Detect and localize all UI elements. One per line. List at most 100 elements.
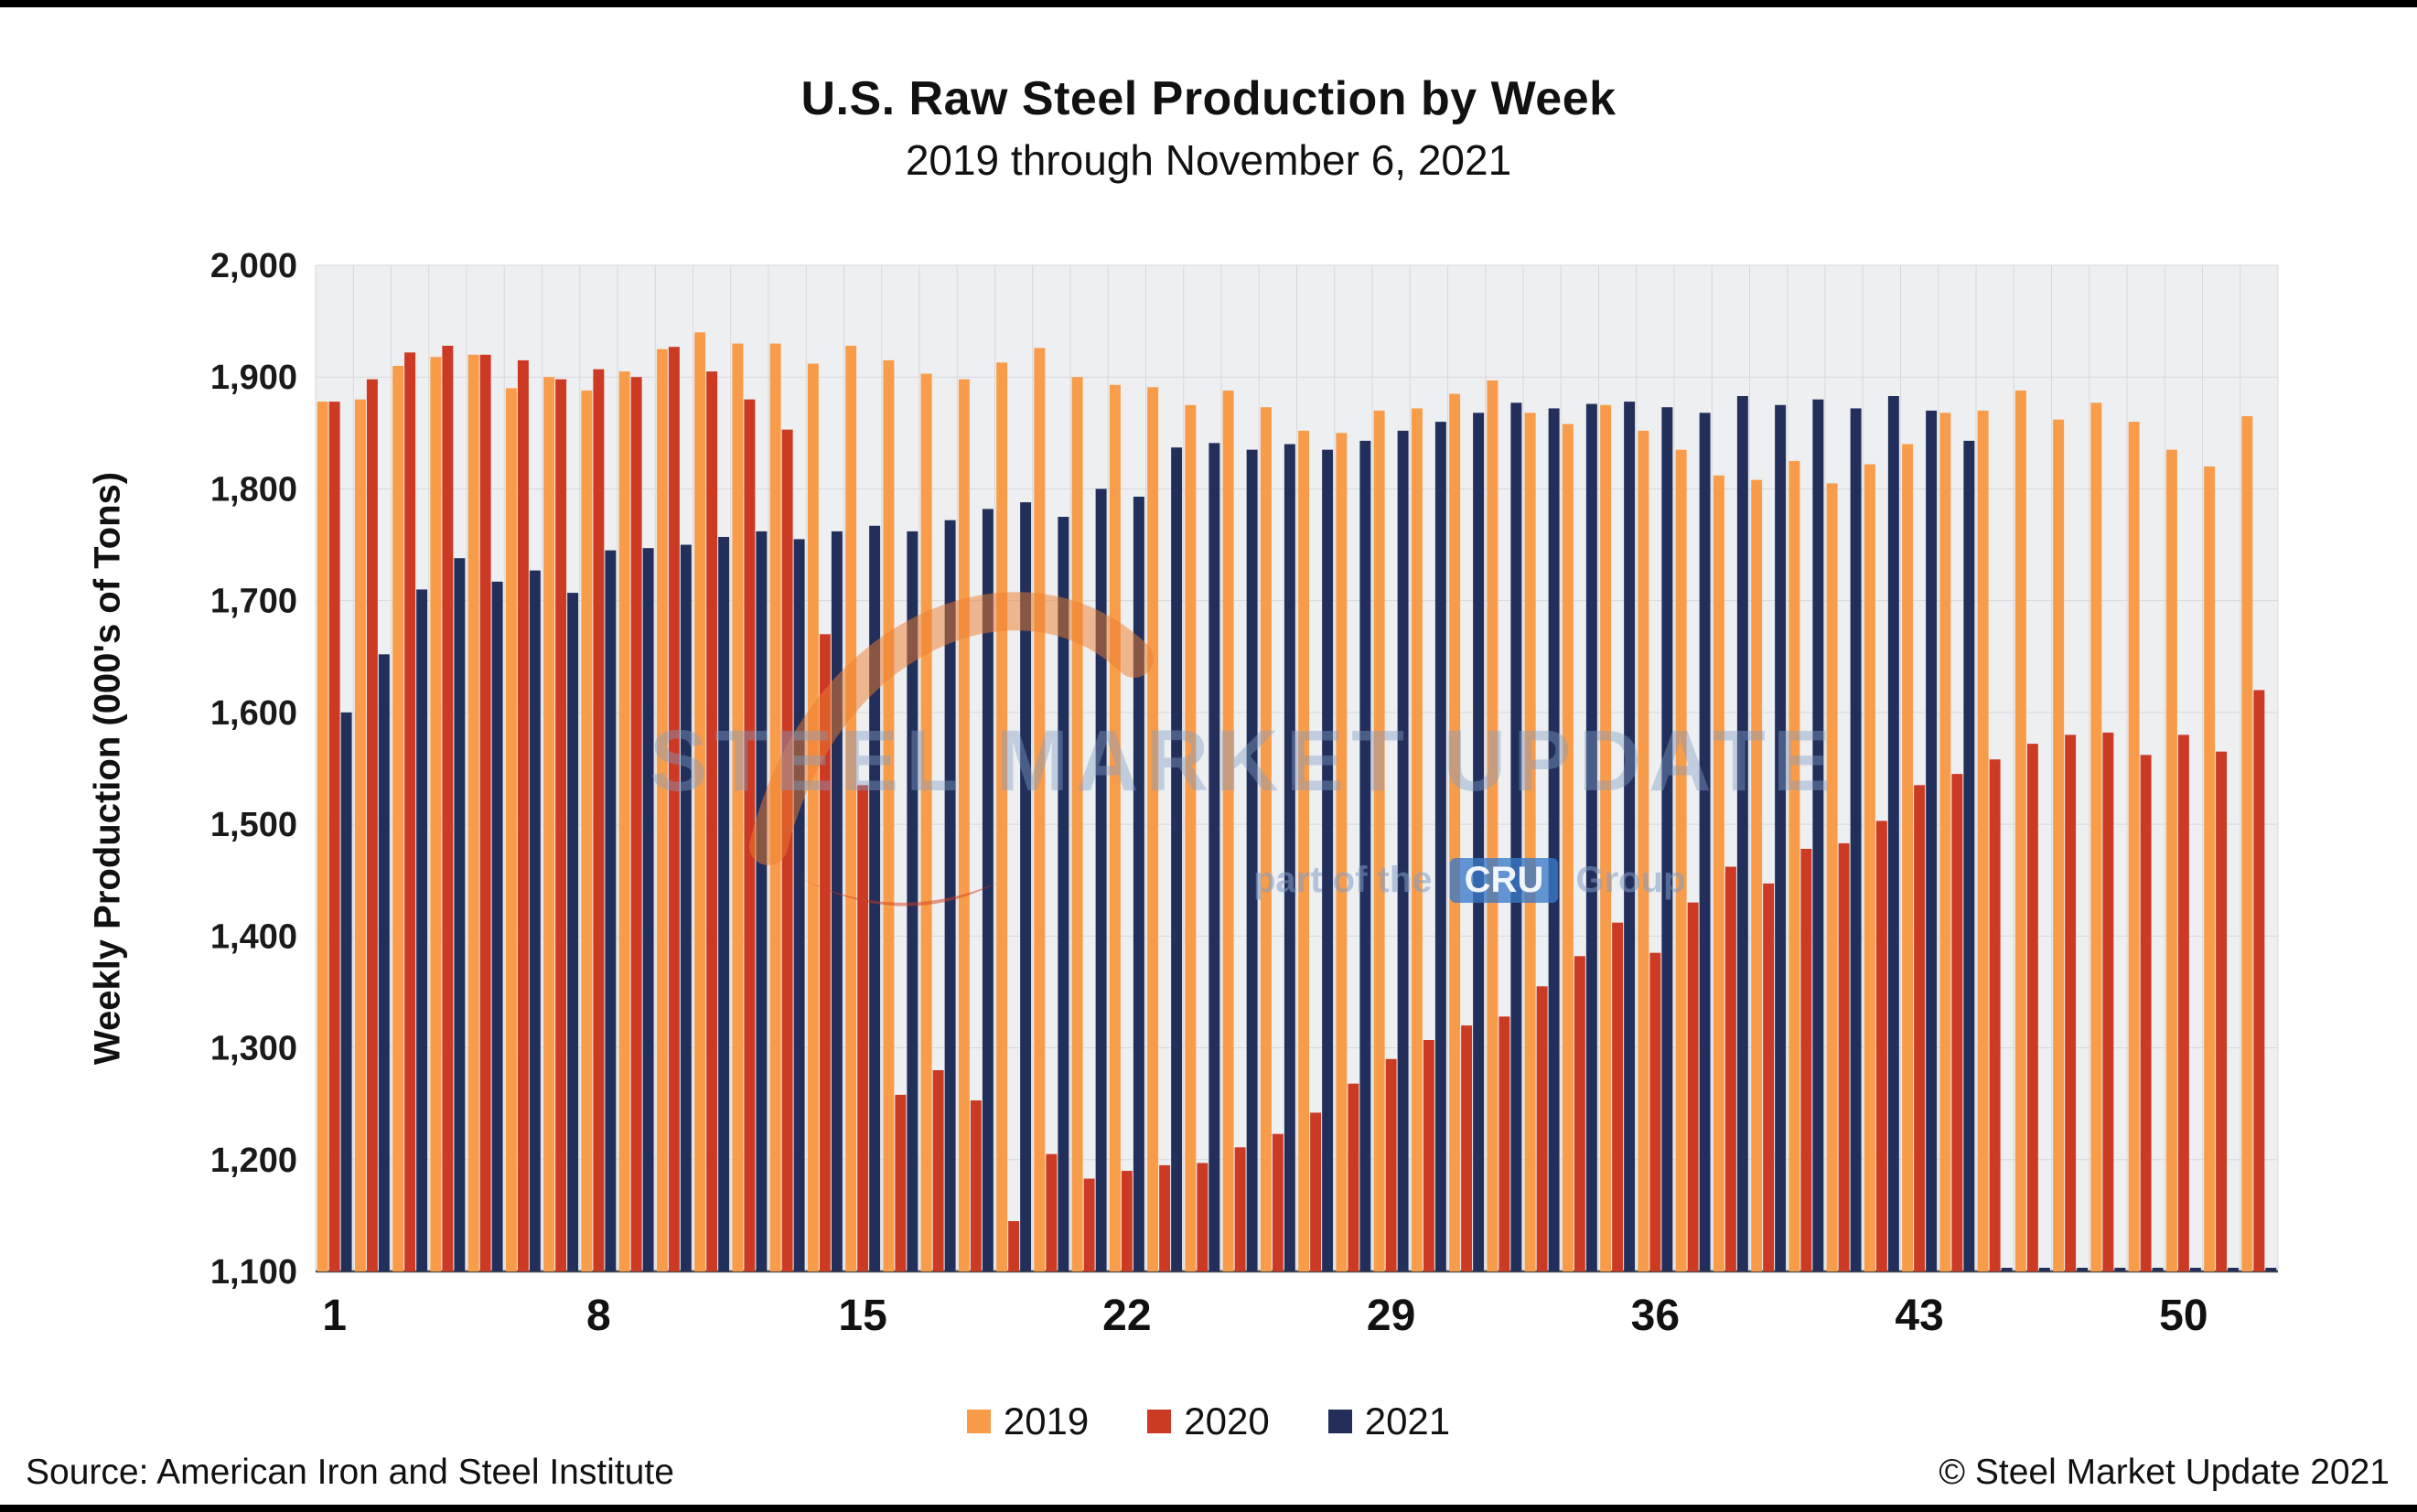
legend: 2019 2020 2021 [0, 1399, 2417, 1443]
bar-2019-week-50 [2165, 449, 2177, 1271]
bar-2021-week-30 [1434, 422, 1446, 1272]
bar-2020-week-34 [1574, 956, 1585, 1271]
bar-2019-week-51 [2204, 466, 2216, 1271]
bar-2020-week-21 [1083, 1178, 1095, 1271]
top-border [0, 0, 2417, 7]
bar-2021-week-26 [1284, 444, 1295, 1271]
bar-stub-2021-week-45 [2001, 1268, 2013, 1271]
bar-2019-week-11 [694, 332, 706, 1271]
bar-2021-week-12 [756, 531, 768, 1271]
bar-2021-week-19 [1020, 502, 1032, 1271]
bar-2021-week-8 [605, 550, 617, 1271]
bar-2019-week-38 [1713, 475, 1724, 1271]
bar-2019-week-46 [2014, 390, 2026, 1271]
legend-label-2021: 2021 [1364, 1399, 1451, 1442]
bar-stub-2021-week-50 [2189, 1268, 2201, 1271]
bar-2019-week-52 [2241, 416, 2253, 1271]
bar-2020-week-12 [744, 399, 756, 1271]
bar-2019-week-24 [1185, 404, 1197, 1271]
legend-label-2019: 2019 [1003, 1399, 1090, 1442]
bar-2021-week-17 [944, 520, 956, 1271]
bar-2019-week-40 [1789, 460, 1800, 1271]
legend-item-2020: 2020 [1147, 1399, 1270, 1443]
bar-2020-week-4 [442, 346, 454, 1271]
bar-2020-week-45 [1989, 759, 2001, 1271]
bar-2020-week-22 [1121, 1171, 1133, 1271]
bar-2020-week-13 [781, 429, 793, 1271]
legend-item-2021: 2021 [1327, 1399, 1451, 1443]
y-tick-label: 1,100 [210, 1253, 297, 1292]
bar-stub-2021-week-51 [2228, 1268, 2240, 1271]
bar-2019-week-41 [1826, 483, 1838, 1271]
bar-2020-week-49 [2140, 755, 2152, 1271]
x-tick-label: 22 [1102, 1292, 1151, 1340]
bar-2020-week-16 [895, 1094, 907, 1271]
y-tick-label: 2,000 [210, 247, 297, 285]
chart-subtitle: 2019 through November 6, 2021 [905, 136, 1512, 184]
bar-2019-week-6 [505, 388, 517, 1271]
bar-2020-week-19 [1008, 1221, 1020, 1271]
bar-2019-week-29 [1373, 410, 1385, 1271]
chart-title: U.S. Raw Steel Production by Week [800, 72, 1617, 125]
bar-2020-week-1 [328, 402, 340, 1272]
copyright-text: © Steel Market Update 2021 [1939, 1453, 2390, 1492]
bar-2021-week-9 [642, 548, 654, 1271]
bar-2019-week-31 [1449, 393, 1461, 1271]
bar-2020-week-43 [1914, 785, 1926, 1271]
bar-2021-week-43 [1926, 410, 1938, 1271]
bar-2020-week-47 [2065, 735, 2077, 1271]
bar-2020-week-42 [1875, 820, 1887, 1271]
bar-2021-week-25 [1246, 449, 1258, 1271]
bar-stub-2021-week-49 [2152, 1268, 2164, 1271]
x-tick-label: 50 [2159, 1292, 2208, 1340]
bar-2021-week-10 [680, 544, 692, 1271]
bar-2020-week-50 [2177, 735, 2189, 1271]
bar-2019-week-8 [581, 390, 593, 1271]
bar-2020-week-18 [970, 1100, 982, 1271]
bar-2019-week-32 [1487, 380, 1499, 1271]
bar-2019-week-34 [1562, 424, 1574, 1271]
bar-2019-week-16 [883, 359, 895, 1271]
bar-2019-week-26 [1260, 407, 1272, 1271]
bar-2021-week-37 [1699, 413, 1711, 1271]
bar-2019-week-28 [1336, 433, 1348, 1271]
bar-2021-week-7 [567, 593, 579, 1271]
bar-2021-week-16 [907, 531, 918, 1271]
bar-2021-week-23 [1171, 447, 1183, 1271]
bar-2020-week-51 [2216, 751, 2228, 1271]
bar-2020-week-44 [1951, 774, 1963, 1271]
y-tick-label: 1,800 [210, 470, 297, 509]
bar-2020-week-7 [555, 379, 567, 1271]
bar-2021-week-15 [869, 525, 881, 1271]
bar-2020-week-35 [1612, 922, 1624, 1271]
bar-2019-week-12 [732, 343, 744, 1271]
bar-stub-2021-week-48 [2114, 1268, 2126, 1271]
bar-stub-2021-week-52 [2265, 1268, 2277, 1271]
y-tick-label: 1,300 [210, 1030, 297, 1068]
bar-2020-week-40 [1800, 849, 1812, 1271]
bar-2020-week-25 [1234, 1147, 1246, 1271]
bar-2019-week-22 [1109, 384, 1121, 1271]
bar-2019-week-43 [1902, 444, 1914, 1271]
bar-2021-week-32 [1510, 402, 1522, 1271]
bar-2019-week-19 [996, 362, 1008, 1271]
bar-2019-week-13 [769, 343, 781, 1271]
bar-2021-week-22 [1133, 497, 1144, 1271]
bar-2020-week-38 [1724, 866, 1736, 1271]
bar-2021-week-38 [1736, 396, 1748, 1271]
bar-2019-week-27 [1298, 430, 1310, 1271]
bar-2019-week-33 [1524, 413, 1536, 1271]
bar-2021-week-21 [1095, 488, 1107, 1271]
bar-2019-week-20 [1034, 348, 1046, 1271]
bar-2019-week-42 [1864, 464, 1875, 1271]
x-tick-label: 15 [838, 1292, 886, 1340]
bar-2019-week-48 [2090, 402, 2102, 1271]
bar-2019-week-23 [1147, 387, 1159, 1271]
bar-stub-2021-week-47 [2077, 1268, 2089, 1271]
title-block: U.S. Raw Steel Production by Week 2019 t… [0, 71, 2417, 185]
bar-2021-week-33 [1548, 408, 1560, 1271]
y-tick-label: 1,600 [210, 694, 297, 733]
bar-2021-week-2 [378, 654, 390, 1271]
bottom-border [0, 1505, 2417, 1512]
